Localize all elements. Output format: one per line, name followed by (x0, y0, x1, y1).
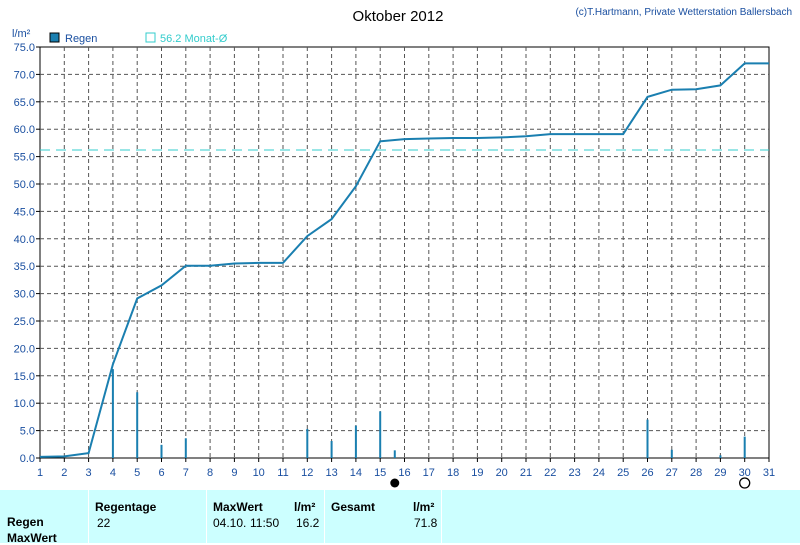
y-tick-label: 15.0 (14, 371, 35, 383)
x-tick-label: 17 (423, 467, 435, 479)
x-tick-label: 25 (617, 467, 629, 479)
x-tick-label: 16 (398, 467, 410, 479)
rain-bar (670, 449, 673, 458)
row-label-regen: Regen (7, 515, 44, 529)
x-tick-label: 6 (158, 467, 164, 479)
legend-average-swatch (145, 32, 156, 43)
y-axis-label: l/m² (12, 28, 31, 40)
panel-separator (206, 490, 207, 543)
rain-chart: Oktober 2012 (c)T.Hartmann, Private Wett… (12, 7, 792, 489)
x-tick-label: 1 (37, 467, 43, 479)
full-moon-icon (739, 477, 751, 489)
x-tick-label: 12 (301, 467, 313, 479)
rain-bar (136, 392, 139, 458)
x-tick-label: 23 (568, 467, 580, 479)
x-tick-label: 24 (593, 467, 605, 479)
x-tick-label: 3 (86, 467, 92, 479)
header-regentage: Regentage (95, 500, 157, 514)
panel-separator (324, 490, 325, 543)
vertical-gridlines (39, 47, 770, 462)
rain-bar (160, 444, 163, 458)
header-gesamt: Gesamt (331, 500, 376, 514)
y-tick-label: 0.0 (20, 453, 35, 465)
rain-bar (184, 438, 187, 458)
header-unit-total: l/m² (413, 500, 435, 514)
x-tick-label: 15 (374, 467, 386, 479)
x-tick-label: 29 (714, 467, 726, 479)
moon-phase-markers (390, 477, 751, 489)
y-tick-label: 10.0 (14, 398, 35, 410)
value-max-date: 04.10. (213, 516, 247, 530)
value-regentage: 22 (97, 516, 111, 530)
rain-bar (393, 450, 396, 458)
rain-bar (306, 428, 309, 458)
rain-bar (646, 419, 649, 458)
x-tick-label: 20 (496, 467, 508, 479)
cumulative-rain-line (39, 62, 769, 458)
y-tick-label: 50.0 (14, 179, 35, 191)
x-tick-label: 18 (447, 467, 459, 479)
panel-separator (441, 490, 442, 543)
legend-average-label: 56.2 Monat-Ø (160, 33, 228, 45)
x-tick-label: 19 (471, 467, 483, 479)
summary-panel: Regen MaxWert Regentage MaxWert l/m² Ges… (0, 490, 800, 545)
x-tick-label: 30 (739, 467, 751, 479)
horizontal-gridlines (36, 46, 769, 459)
y-tick-label: 65.0 (14, 97, 35, 109)
y-tick-label: 70.0 (14, 69, 35, 81)
y-tick-label: 40.0 (14, 234, 35, 246)
x-tick-label: 7 (183, 467, 189, 479)
x-tick-label: 2 (61, 467, 67, 479)
legend-regen-swatch (49, 32, 60, 43)
rain-bar (111, 369, 114, 458)
x-tick-label: 4 (110, 467, 116, 479)
rain-bar (330, 441, 333, 458)
y-tick-label: 25.0 (14, 316, 35, 328)
header-maxwert: MaxWert (213, 500, 263, 514)
y-tick-label: 75.0 (14, 42, 35, 54)
y-tick-label: 45.0 (14, 206, 35, 218)
chart-title: Oktober 2012 (353, 8, 444, 25)
x-tick-label: 28 (690, 467, 702, 479)
x-tick-labels: 1 2 3 4 5 6 7 8 9 10 11 12 13 14 15 16 17 18 19 20 21 22 23 24 2… (37, 467, 775, 479)
rain-bar (354, 425, 357, 458)
x-tick-label: 13 (325, 467, 337, 479)
y-tick-labels: 0.0 5.0 10.0 15.0 20.0 25.0 30.0 35.0 40.0 45.0 50… (14, 42, 35, 465)
x-tick-label: 5 (134, 467, 140, 479)
y-tick-label: 20.0 (14, 343, 35, 355)
x-tick-label: 27 (666, 467, 678, 479)
header-unit-max: l/m² (294, 500, 316, 514)
value-max-time: 11:50 (250, 516, 280, 530)
y-tick-label: 55.0 (14, 152, 35, 164)
rain-bar (719, 455, 722, 458)
new-moon-icon (390, 478, 400, 488)
row-label-maxwert: MaxWert (7, 531, 57, 545)
panel-separator (88, 490, 89, 543)
rain-bar (379, 411, 382, 458)
x-tick-label: 14 (350, 467, 362, 479)
x-tick-label: 31 (763, 467, 775, 479)
x-tick-label: 22 (544, 467, 556, 479)
rain-bar (743, 436, 746, 458)
y-tick-label: 60.0 (14, 124, 35, 136)
x-tick-label: 26 (641, 467, 653, 479)
x-tick-label: 10 (253, 467, 265, 479)
value-max-amount: 16.2 (296, 516, 320, 530)
x-tick-label: 11 (277, 467, 288, 479)
legend-regen-label: Regen (65, 33, 97, 45)
value-total: 71.8 (414, 516, 438, 530)
daily-rain-bars (111, 369, 746, 458)
y-tick-label: 30.0 (14, 289, 35, 301)
y-tick-label: 35.0 (14, 261, 35, 273)
y-tick-label: 5.0 (20, 426, 35, 438)
x-tick-label: 8 (207, 467, 213, 479)
x-tick-label: 21 (520, 467, 532, 479)
x-tick-label: 9 (231, 467, 237, 479)
copyright-text: (c)T.Hartmann, Private Wetterstation Bal… (575, 7, 792, 18)
